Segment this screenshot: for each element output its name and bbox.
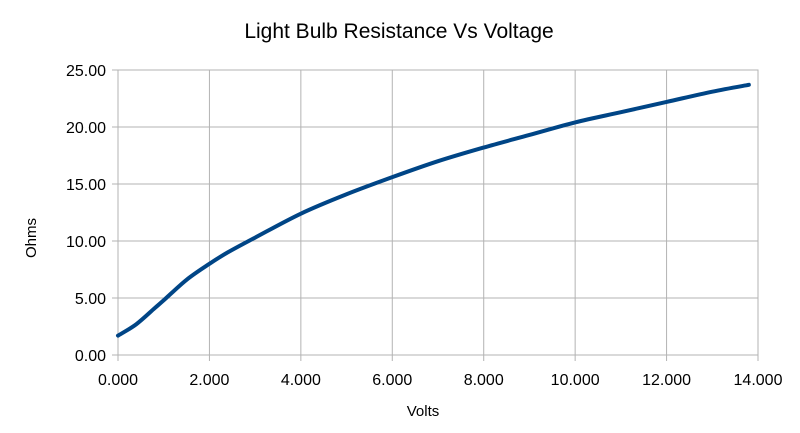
y-axis-label: Ohms [23,218,40,258]
x-tick-label: 0.000 [98,372,138,389]
x-axis-ticks: 0.000 2.000 4.000 6.000 8.000 10.000 12.000 14.… [98,372,783,389]
x-tick-label: 12.000 [642,372,691,389]
y-tick-label: 25.00 [66,63,106,80]
y-tick-label: 0.00 [75,348,106,365]
plot-area [117,69,759,356]
x-tick-label: 8.000 [464,372,504,389]
plot-border [117,69,759,356]
y-tick-label: 5.00 [75,291,106,308]
series-line [116,82,751,338]
series-layer [116,82,751,338]
x-tick-label: 4.000 [281,372,321,389]
x-axis-label: Volts [407,403,440,420]
x-tick-label: 6.000 [372,372,412,389]
x-tick-label: 14.000 [734,372,783,389]
y-axis-ticks: 0.00 5.00 10.00 15.00 20.00 25.00 [66,63,106,365]
x-tick-label: 10.000 [551,372,600,389]
x-tick-label: 2.000 [189,372,229,389]
y-tick-label: 15.00 [66,177,106,194]
y-tick-label: 10.00 [66,234,106,251]
y-tick-label: 20.00 [66,120,106,137]
chart-title: Light Bulb Resistance Vs Voltage [244,20,553,43]
gridlines [112,69,759,361]
